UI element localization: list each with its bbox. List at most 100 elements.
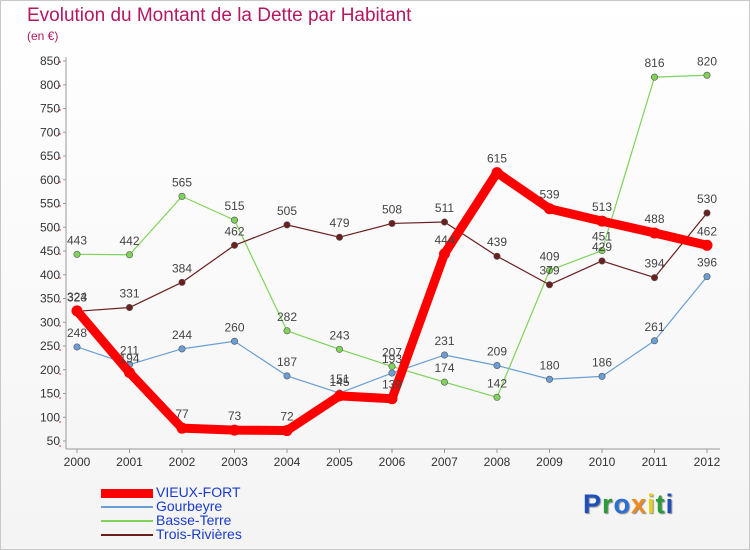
legend-swatch bbox=[101, 489, 153, 498]
data-label-vieux-fort: 513 bbox=[592, 200, 612, 214]
data-label-gourbeyre: 180 bbox=[539, 358, 559, 372]
data-point-gourbeyre bbox=[178, 345, 186, 353]
data-label-trois-rivi-res: 511 bbox=[435, 201, 454, 215]
data-label-basse-terre: 451 bbox=[592, 230, 612, 244]
data-label-trois-rivi-res: 384 bbox=[172, 261, 192, 275]
chart-subtitle: (en €) bbox=[27, 29, 59, 43]
legend-label: Basse-Terre bbox=[156, 512, 232, 528]
legend-swatch bbox=[101, 506, 153, 508]
data-point-vieux-fort bbox=[544, 203, 555, 215]
legend-swatch bbox=[101, 520, 153, 522]
data-point-basse-terre bbox=[703, 71, 711, 79]
data-point-trois-rivi-res bbox=[388, 219, 396, 227]
data-point-trois-rivi-res bbox=[493, 252, 501, 260]
data-label-gourbeyre: 209 bbox=[487, 344, 507, 358]
data-label-basse-terre: 142 bbox=[487, 376, 507, 390]
y-tick-label: 500 bbox=[40, 220, 60, 234]
data-label-basse-terre: 565 bbox=[172, 175, 192, 189]
data-point-gourbeyre bbox=[545, 375, 553, 383]
y-tick-label: 700 bbox=[40, 125, 60, 139]
data-point-trois-rivi-res bbox=[178, 278, 186, 286]
chart-title: Evolution du Montant de la Dette par Hab… bbox=[27, 5, 412, 26]
logo-letter: o bbox=[613, 489, 632, 519]
y-tick-label: 550 bbox=[40, 197, 60, 211]
data-point-vieux-fort bbox=[596, 215, 608, 227]
data-point-trois-rivi-res bbox=[440, 218, 448, 226]
data-point-basse-terre bbox=[178, 192, 186, 200]
y-tick-label: 450 bbox=[40, 244, 60, 258]
x-tick-label: 2000 bbox=[64, 455, 91, 469]
logo-letter: x bbox=[631, 489, 648, 519]
data-label-gourbeyre: 151 bbox=[329, 372, 349, 386]
data-point-gourbeyre bbox=[650, 337, 658, 345]
data-point-vieux-fort bbox=[334, 390, 345, 402]
x-tick-label: 2012 bbox=[694, 455, 721, 469]
y-tick-label: 300 bbox=[40, 315, 60, 329]
logo-letter: t bbox=[655, 489, 666, 519]
data-point-basse-terre bbox=[335, 345, 343, 353]
data-point-trois-rivi-res bbox=[703, 209, 711, 217]
data-point-gourbeyre bbox=[598, 372, 606, 380]
data-label-trois-rivi-res: 331 bbox=[119, 287, 139, 301]
y-tick-label: 200 bbox=[40, 363, 60, 377]
data-label-gourbeyre: 186 bbox=[592, 355, 612, 369]
data-label-trois-rivi-res: 508 bbox=[382, 202, 402, 216]
data-label-basse-terre: 816 bbox=[644, 56, 664, 70]
legend-label: Trois-Rivières bbox=[156, 526, 242, 542]
data-point-trois-rivi-res bbox=[650, 274, 658, 282]
proxiti-logo: Proxiti bbox=[583, 489, 674, 520]
data-label-basse-terre: 409 bbox=[539, 249, 559, 263]
legend-label: Gourbeyre bbox=[156, 498, 223, 514]
data-label-gourbeyre: 231 bbox=[434, 334, 454, 348]
data-label-trois-rivi-res: 323 bbox=[67, 290, 87, 304]
data-point-gourbeyre bbox=[283, 372, 291, 380]
data-point-vieux-fort bbox=[491, 167, 503, 179]
data-point-gourbeyre bbox=[703, 273, 711, 281]
logo-letter: r bbox=[602, 489, 614, 519]
data-point-gourbeyre bbox=[440, 351, 448, 359]
data-label-basse-terre: 282 bbox=[277, 310, 297, 324]
data-point-basse-terre bbox=[388, 362, 396, 370]
y-tick-label: 800 bbox=[40, 78, 60, 92]
x-tick-label: 2010 bbox=[589, 455, 616, 469]
x-tick-label: 2006 bbox=[379, 455, 406, 469]
data-label-vieux-fort: 539 bbox=[539, 188, 559, 202]
data-label-gourbeyre: 261 bbox=[644, 320, 664, 334]
data-label-vieux-fort: 324 bbox=[67, 290, 87, 304]
data-point-basse-terre bbox=[73, 250, 81, 258]
data-point-basse-terre bbox=[493, 393, 501, 401]
data-point-trois-rivi-res bbox=[545, 281, 553, 289]
data-label-gourbeyre: 187 bbox=[277, 355, 297, 369]
data-point-trois-rivi-res bbox=[283, 221, 291, 229]
y-tick-label: 750 bbox=[40, 102, 60, 116]
data-label-vieux-fort: 462 bbox=[697, 224, 717, 238]
y-tick-label: 250 bbox=[40, 339, 60, 353]
data-label-gourbeyre: 211 bbox=[120, 344, 139, 358]
data-label-trois-rivi-res: 505 bbox=[277, 204, 297, 218]
y-tick-label: 850 bbox=[40, 54, 60, 68]
data-label-trois-rivi-res: 439 bbox=[487, 235, 507, 249]
data-point-basse-terre bbox=[126, 251, 134, 259]
x-tick-label: 2011 bbox=[642, 455, 668, 469]
data-label-gourbeyre: 396 bbox=[697, 256, 717, 270]
y-tick-label: 350 bbox=[40, 292, 60, 306]
data-label-basse-terre: 820 bbox=[697, 54, 717, 68]
data-label-basse-terre: 174 bbox=[434, 361, 454, 375]
data-point-vieux-fort bbox=[281, 425, 293, 437]
x-tick-label: 2002 bbox=[169, 455, 196, 469]
data-label-trois-rivi-res: 462 bbox=[224, 224, 244, 238]
x-tick-label: 2009 bbox=[536, 455, 563, 469]
x-tick-label: 2005 bbox=[326, 455, 353, 469]
y-tick-label: 600 bbox=[40, 173, 60, 187]
data-label-basse-terre: 207 bbox=[382, 345, 402, 359]
x-tick-label: 2007 bbox=[431, 455, 458, 469]
data-point-vieux-fort bbox=[124, 367, 135, 379]
x-tick-label: 2001 bbox=[116, 455, 143, 469]
data-point-basse-terre bbox=[650, 73, 658, 81]
legend-label: VIEUX-FORT bbox=[156, 484, 241, 500]
data-label-vieux-fort: 73 bbox=[228, 409, 242, 423]
data-point-basse-terre bbox=[545, 266, 553, 274]
data-label-vieux-fort: 488 bbox=[644, 212, 664, 226]
data-point-gourbeyre bbox=[388, 369, 396, 377]
